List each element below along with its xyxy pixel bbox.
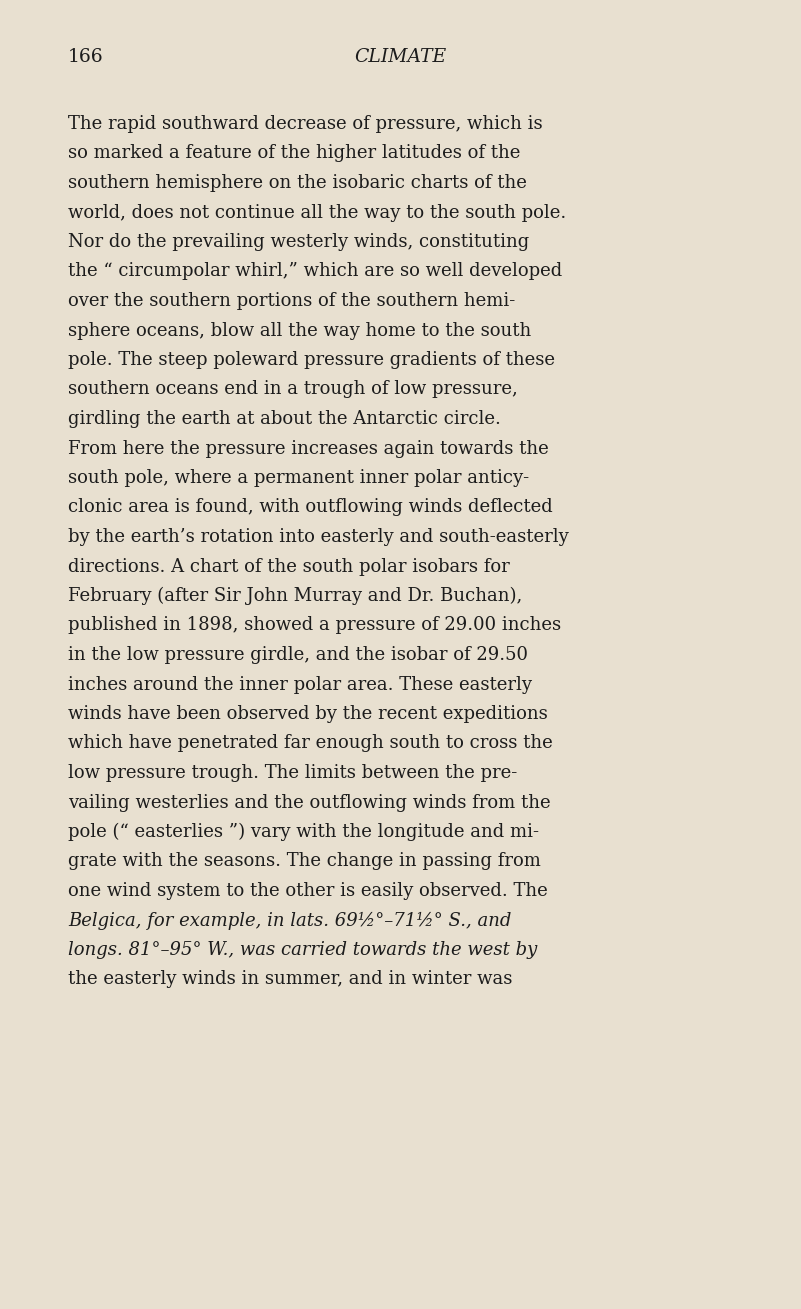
Text: the “ circumpolar whirl,” which are so well developed: the “ circumpolar whirl,” which are so w… [68,263,562,280]
Text: girdling the earth at about the Antarctic circle.: girdling the earth at about the Antarcti… [68,410,501,428]
Text: southern hemisphere on the isobaric charts of the: southern hemisphere on the isobaric char… [68,174,527,192]
Text: The rapid southward decrease of pressure, which is: The rapid southward decrease of pressure… [68,115,542,134]
Text: longs. 81°–95° W., was carried towards the west by: longs. 81°–95° W., was carried towards t… [68,941,537,959]
Text: CLIMATE: CLIMATE [354,48,447,65]
Text: directions. A chart of the south polar isobars for: directions. A chart of the south polar i… [68,558,509,576]
Text: Nor do the prevailing westerly winds, constituting: Nor do the prevailing westerly winds, co… [68,233,529,251]
Text: vailing westerlies and the outflowing winds from the: vailing westerlies and the outflowing wi… [68,793,550,812]
Text: winds have been observed by the recent expeditions: winds have been observed by the recent e… [68,706,548,723]
Text: in the low pressure girdle, and the isobar of 29.50: in the low pressure girdle, and the isob… [68,647,528,664]
Text: by the earth’s rotation into easterly and south-easterly: by the earth’s rotation into easterly an… [68,528,569,546]
Text: Belgica, for example, in lats. 69½°–71½° S., and: Belgica, for example, in lats. 69½°–71½°… [68,911,511,929]
Text: so marked a feature of the higher latitudes of the: so marked a feature of the higher latitu… [68,144,521,162]
Text: pole. The steep poleward pressure gradients of these: pole. The steep poleward pressure gradie… [68,351,555,369]
Text: inches around the inner polar area. These easterly: inches around the inner polar area. Thes… [68,675,532,694]
Text: low pressure trough. The limits between the pre-: low pressure trough. The limits between … [68,764,517,781]
Text: one wind system to the other is easily observed. The: one wind system to the other is easily o… [68,882,548,901]
Text: which have penetrated far enough south to cross the: which have penetrated far enough south t… [68,734,553,753]
Text: world, does not continue all the way to the south pole.: world, does not continue all the way to … [68,203,566,221]
Text: published in 1898, showed a pressure of 29.00 inches: published in 1898, showed a pressure of … [68,617,562,635]
Text: February (after Sir John Murray and Dr. Buchan),: February (after Sir John Murray and Dr. … [68,586,522,605]
Text: sphere oceans, blow all the way home to the south: sphere oceans, blow all the way home to … [68,322,531,339]
Text: grate with the seasons. The change in passing from: grate with the seasons. The change in pa… [68,852,541,870]
Text: clonic area is found, with outflowing winds deflected: clonic area is found, with outflowing wi… [68,499,553,517]
Text: From here the pressure increases again towards the: From here the pressure increases again t… [68,440,549,458]
Text: 166: 166 [68,48,103,65]
Text: over the southern portions of the southern hemi-: over the southern portions of the southe… [68,292,515,310]
Text: south pole, where a permanent inner polar anticy-: south pole, where a permanent inner pola… [68,469,529,487]
Text: the easterly winds in summer, and in winter was: the easterly winds in summer, and in win… [68,970,513,988]
Text: southern oceans end in a trough of low pressure,: southern oceans end in a trough of low p… [68,381,517,398]
Text: pole (“ easterlies ”) vary with the longitude and mi-: pole (“ easterlies ”) vary with the long… [68,823,539,842]
